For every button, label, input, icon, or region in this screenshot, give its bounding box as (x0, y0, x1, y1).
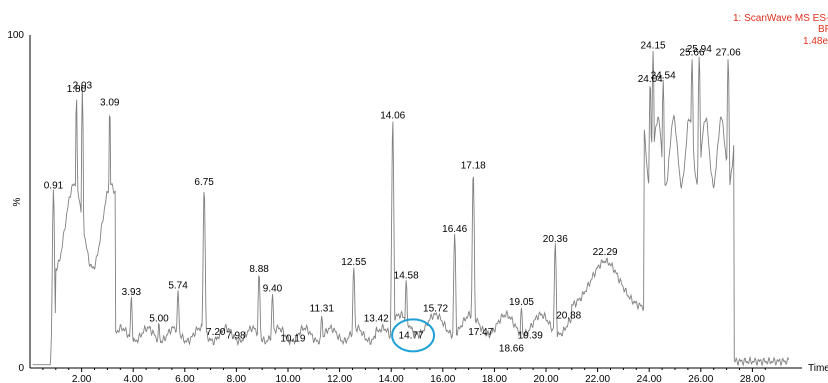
peak-label: 25.94 (687, 44, 712, 55)
y-tick-label-100: 100 (7, 30, 24, 41)
peak-label: 22.29 (593, 247, 618, 258)
peak-label: 5.00 (149, 314, 169, 325)
peak-label: 19.39 (518, 330, 543, 341)
x-ticks: 2.00 4.00 6.00 8.00 10.00 12.00 14.00 16.00 18.0… (42, 368, 766, 383)
peak-label: 3.93 (122, 287, 142, 298)
peak-label: 24.54 (651, 71, 676, 82)
peak-label: 14.06 (380, 111, 405, 122)
x-tick-label: 12.00 (327, 374, 352, 383)
intensity-header: 1.48e6 (803, 36, 828, 47)
peak-label: 9.40 (263, 284, 283, 295)
peak-label: 12.55 (341, 257, 366, 268)
peak-label: 1.80 (67, 84, 87, 95)
peak-label: 2.03 (73, 81, 93, 92)
x-tick-label: 2.00 (72, 374, 92, 383)
scan-mode-header: BPI (818, 24, 828, 35)
x-tick-label: 4.00 (123, 374, 143, 383)
peak-label: 7.98 (226, 330, 246, 341)
peak-label: 19.05 (509, 297, 534, 308)
peak-label: 24.15 (641, 41, 666, 52)
peak-label: 14.58 (394, 270, 419, 281)
peak-label: 17.18 (461, 161, 486, 172)
x-tick-label: 10.00 (275, 374, 300, 383)
peak-label: 5.74 (168, 280, 188, 291)
peak-label: 13.42 (364, 314, 389, 325)
peak-label: 20.36 (543, 234, 568, 245)
highlight-circle (391, 318, 436, 353)
x-tick-label: 28.00 (740, 374, 765, 383)
peak-label: 11.31 (310, 304, 335, 315)
x-tick-label: 14.00 (379, 374, 404, 383)
peak-label: 3.09 (100, 97, 120, 108)
bpi-trace (32, 50, 789, 367)
x-tick-label: 22.00 (585, 374, 610, 383)
peak-label: 10.19 (280, 334, 305, 345)
y-tick-label-0: 0 (18, 363, 24, 374)
peak-label: 7.20 (206, 327, 226, 338)
x-tick-label: 16.00 (430, 374, 455, 383)
peak-label: 18.66 (499, 344, 524, 355)
trace-layer (32, 50, 789, 367)
highlight-layer (391, 318, 436, 353)
peak-label: 27.06 (716, 47, 741, 58)
peak-label: 17.47 (468, 327, 493, 338)
peak-label: 25.66 (680, 47, 705, 58)
x-tick-label: 20.00 (533, 374, 558, 383)
function-header: 1: ScanWave MS ES- (733, 13, 828, 24)
peak-label: 16.46 (442, 224, 467, 235)
x-tick-label: 6.00 (175, 374, 195, 383)
peak-label: 24.04 (638, 74, 663, 85)
x-axis-label: Time (808, 363, 828, 374)
x-tick-label: 18.00 (482, 374, 507, 383)
x-tick-label: 8.00 (227, 374, 247, 383)
peak-label: 0.91 (44, 181, 64, 192)
x-tick-label: 26.00 (688, 374, 713, 383)
peak-label: 15.72 (423, 304, 448, 315)
y-axis-label: % (12, 197, 23, 206)
peak-label: 8.88 (249, 264, 269, 275)
peak-label: 6.75 (194, 177, 214, 188)
peak-label: 14.77 (399, 330, 424, 341)
x-tick-label: 24.00 (637, 374, 662, 383)
peak-label: 20.88 (556, 310, 581, 321)
peak-labels: 0.91 1.802.03 3.09 3.93 5.00 5.74 6.75 7.20 7.98… (44, 41, 741, 355)
